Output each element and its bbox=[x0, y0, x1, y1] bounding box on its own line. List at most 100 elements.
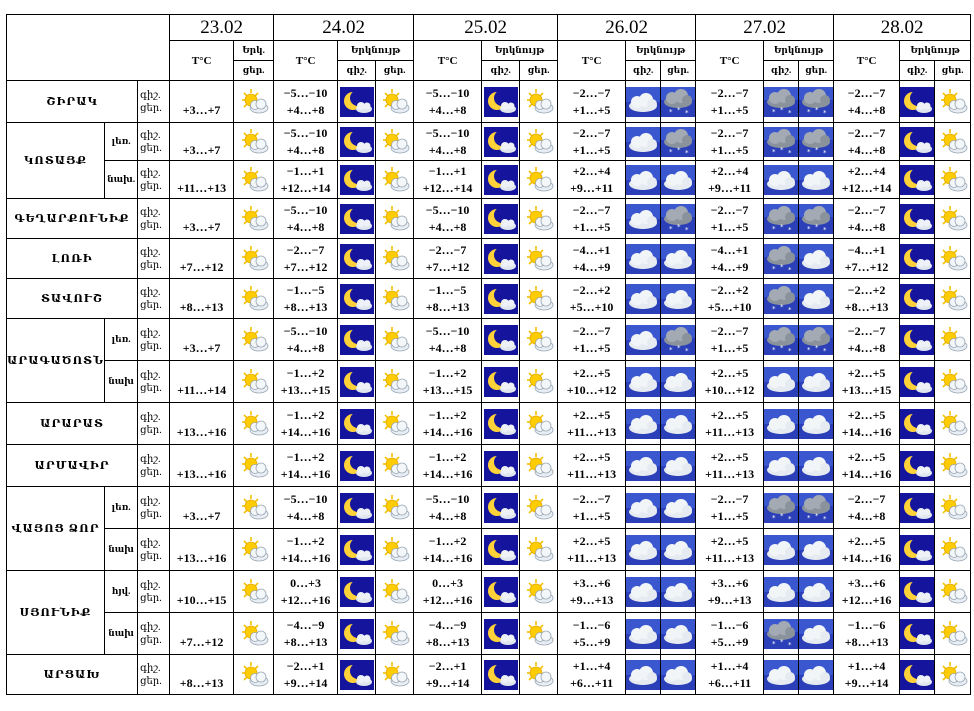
cloud-icon bbox=[764, 659, 798, 690]
moon-icon bbox=[483, 534, 519, 565]
cloud-icon bbox=[661, 492, 695, 523]
day-header: ցեր. bbox=[798, 60, 835, 81]
weather-icon-cell bbox=[337, 570, 377, 613]
day-temp: +14…+16 bbox=[841, 550, 892, 565]
weather-icon-cell bbox=[798, 612, 835, 655]
temp-cell: −1…+1 +12…+14 bbox=[413, 160, 483, 199]
day-temp: +8…+13 bbox=[844, 634, 889, 649]
cloud-icon bbox=[764, 164, 798, 195]
weather-icon-cell: * * * bbox=[763, 238, 800, 279]
day-temp: +7…+12 bbox=[179, 259, 224, 274]
weather-icon-cell bbox=[934, 318, 972, 361]
night-label: գիշ. bbox=[140, 129, 161, 141]
weather-icon-cell bbox=[375, 360, 415, 403]
weather-icon-cell bbox=[763, 528, 800, 571]
day-temp: +4…+8 bbox=[286, 142, 325, 157]
date-header: 28.02 bbox=[833, 14, 972, 41]
weather-icon-cell bbox=[934, 612, 972, 655]
sun-cloud-icon bbox=[377, 87, 413, 117]
temp-cell: −4…−9 +8…+13 bbox=[273, 612, 339, 655]
weather-icon-cell: * * * bbox=[660, 198, 697, 239]
day-label: ցեր. bbox=[140, 219, 162, 231]
svg-text:*: * bbox=[823, 149, 827, 157]
svg-text:*: * bbox=[677, 146, 681, 154]
svg-text:*: * bbox=[685, 149, 689, 157]
temp-cell: −1…+2 +14…+16 bbox=[413, 528, 483, 571]
day-temp: +4…+9 bbox=[710, 259, 749, 274]
svg-text:*: * bbox=[780, 638, 784, 646]
temp-cell: +8…+13 bbox=[169, 278, 235, 319]
sun-cloud-icon bbox=[377, 451, 413, 481]
sun-cloud-icon bbox=[377, 165, 413, 195]
temp-cell: −5…−10 +4…+8 bbox=[413, 318, 483, 361]
day-temp: +5…+10 bbox=[569, 299, 614, 314]
night-header: գիշ. bbox=[481, 60, 521, 81]
sun-cloud-icon bbox=[936, 535, 970, 565]
temp-cell: +2…+5 +11…+13 bbox=[695, 402, 765, 445]
temp-cell: +3…+7 bbox=[169, 80, 235, 123]
night-day-labels: գիշ. ցեր. bbox=[137, 198, 171, 239]
night-temp: −2…+1 bbox=[286, 658, 325, 673]
moon-icon bbox=[339, 324, 375, 355]
sun-cloud-icon bbox=[521, 660, 557, 690]
weather-icon-cell bbox=[798, 402, 835, 445]
weather-icon-cell bbox=[337, 612, 377, 655]
weather-icon-cell bbox=[660, 278, 697, 319]
weather-icon-cell bbox=[519, 612, 559, 655]
night-day-labels: գիշ. ցեր. bbox=[137, 444, 171, 487]
temp-cell: +8…+13 bbox=[169, 654, 235, 695]
night-temp: +2…+4 bbox=[847, 163, 886, 178]
night-temp: +2…+5 bbox=[847, 449, 886, 464]
night-temp: −4…+1 bbox=[572, 242, 611, 257]
night-temp: −2…−7 bbox=[710, 323, 749, 338]
weather-icon-cell bbox=[763, 160, 800, 199]
day-temp: +1…+5 bbox=[710, 102, 749, 117]
sun-cloud-icon bbox=[521, 165, 557, 195]
weather-icon-cell bbox=[233, 612, 275, 655]
weather-icon-cell bbox=[481, 278, 521, 319]
sun-cloud-icon bbox=[377, 660, 413, 690]
temp-cell: +13…+16 bbox=[169, 528, 235, 571]
weather-icon-cell bbox=[233, 238, 275, 279]
region-name: ՎԱՅՈՑ ՁՈՐ bbox=[5, 486, 106, 571]
sun-cloud-icon bbox=[521, 619, 557, 649]
day-temp: +9…+14 bbox=[844, 675, 889, 690]
night-temp: −1…+2 bbox=[428, 365, 467, 380]
weather-icon-cell bbox=[934, 570, 972, 613]
svg-text:*: * bbox=[788, 515, 792, 523]
night-temp: −2…−7 bbox=[710, 85, 749, 100]
night-temp: −1…+2 bbox=[428, 407, 467, 422]
day-temp: +3…+7 bbox=[182, 340, 221, 355]
weather-icon-cell bbox=[899, 360, 936, 403]
night-header: գիշ. bbox=[899, 60, 936, 81]
icon-header-short: Երկ. bbox=[233, 40, 275, 61]
weather-icon-cell bbox=[481, 360, 521, 403]
night-temp: −1…−6 bbox=[572, 617, 611, 632]
moon-icon bbox=[483, 203, 519, 234]
day-header: ցեր. bbox=[375, 60, 415, 81]
day-temp: +4…+8 bbox=[428, 102, 467, 117]
weather-icon-cell bbox=[375, 318, 415, 361]
weather-icon-cell bbox=[798, 160, 835, 199]
moon-icon bbox=[339, 408, 375, 439]
night-label: գիշ. bbox=[140, 579, 161, 591]
night-temp: −5…−10 bbox=[283, 202, 328, 217]
weather-icon-cell: * * * bbox=[763, 486, 800, 529]
snow-cloud-icon: * * * bbox=[764, 243, 798, 274]
temp-cell: −2…−7 +4…+8 bbox=[833, 122, 901, 161]
sun-cloud-icon bbox=[235, 165, 273, 195]
weather-icon-cell bbox=[798, 444, 835, 487]
svg-text:*: * bbox=[788, 226, 792, 234]
cloud-icon bbox=[626, 618, 660, 649]
weather-icon-cell bbox=[481, 402, 521, 445]
day-temp: +7…+12 bbox=[283, 259, 328, 274]
temp-cell: +2…+4 +9…+11 bbox=[557, 160, 627, 199]
weather-icon-cell bbox=[375, 528, 415, 571]
temp-cell: 0…+3 +12…+16 bbox=[273, 570, 339, 613]
temp-cell: −2…−7 +1…+5 bbox=[557, 80, 627, 123]
svg-text:*: * bbox=[807, 346, 811, 354]
weather-icon-cell: * * * bbox=[798, 80, 835, 123]
weather-icon-cell bbox=[337, 80, 377, 123]
snow-cloud-icon: * * * bbox=[799, 203, 833, 234]
night-temp: −1…+2 bbox=[286, 365, 325, 380]
